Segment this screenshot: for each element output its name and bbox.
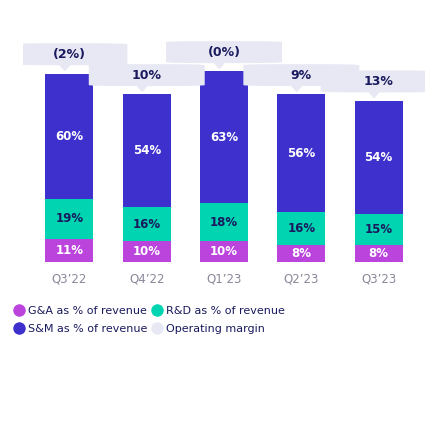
Text: 54%: 54% <box>132 144 161 157</box>
Bar <box>200 72 248 203</box>
Bar <box>45 74 93 199</box>
Text: Q3’22: Q3’22 <box>52 272 87 285</box>
FancyBboxPatch shape <box>89 64 205 86</box>
Bar <box>200 241 248 262</box>
Polygon shape <box>214 62 225 68</box>
Text: Q3’23: Q3’23 <box>361 272 396 285</box>
Text: 18%: 18% <box>210 215 238 228</box>
Text: 15%: 15% <box>365 223 392 236</box>
Polygon shape <box>59 64 70 70</box>
Text: Q2’23: Q2’23 <box>284 272 319 285</box>
Bar <box>355 245 403 262</box>
Text: 10%: 10% <box>210 245 238 258</box>
FancyBboxPatch shape <box>166 41 282 63</box>
Text: 10%: 10% <box>133 245 161 258</box>
Bar <box>355 214 403 245</box>
Text: 16%: 16% <box>287 222 315 235</box>
Text: (0%): (0%) <box>208 46 241 58</box>
Text: 19%: 19% <box>55 212 84 225</box>
Text: 60%: 60% <box>55 130 84 143</box>
Text: 8%: 8% <box>291 247 312 260</box>
Bar <box>277 95 325 211</box>
FancyBboxPatch shape <box>321 70 436 92</box>
Bar <box>45 199 93 239</box>
Text: 54%: 54% <box>364 151 393 164</box>
Text: 10%: 10% <box>132 68 162 82</box>
Polygon shape <box>369 91 379 98</box>
Bar <box>123 95 171 208</box>
Text: Q4’22: Q4’22 <box>129 272 165 285</box>
Text: (2%): (2%) <box>53 48 86 61</box>
Text: 9%: 9% <box>291 68 312 82</box>
Bar <box>123 208 171 241</box>
Bar <box>200 203 248 241</box>
Text: 63%: 63% <box>210 131 238 144</box>
Text: 11%: 11% <box>55 244 84 257</box>
Bar <box>45 239 93 262</box>
Text: 56%: 56% <box>287 146 315 160</box>
Bar <box>355 101 403 214</box>
FancyBboxPatch shape <box>243 64 359 86</box>
Polygon shape <box>291 85 302 91</box>
Text: 13%: 13% <box>364 75 393 88</box>
Bar <box>123 241 171 262</box>
FancyBboxPatch shape <box>11 43 128 65</box>
Legend: G&A as % of revenue, S&M as % of revenue, R&D as % of revenue, Operating margin: G&A as % of revenue, S&M as % of revenue… <box>13 303 289 337</box>
Polygon shape <box>137 85 147 91</box>
Bar <box>277 245 325 262</box>
Bar <box>277 211 325 245</box>
Text: 16%: 16% <box>133 218 161 231</box>
Text: 8%: 8% <box>369 247 389 260</box>
Text: Q1’23: Q1’23 <box>206 272 242 285</box>
